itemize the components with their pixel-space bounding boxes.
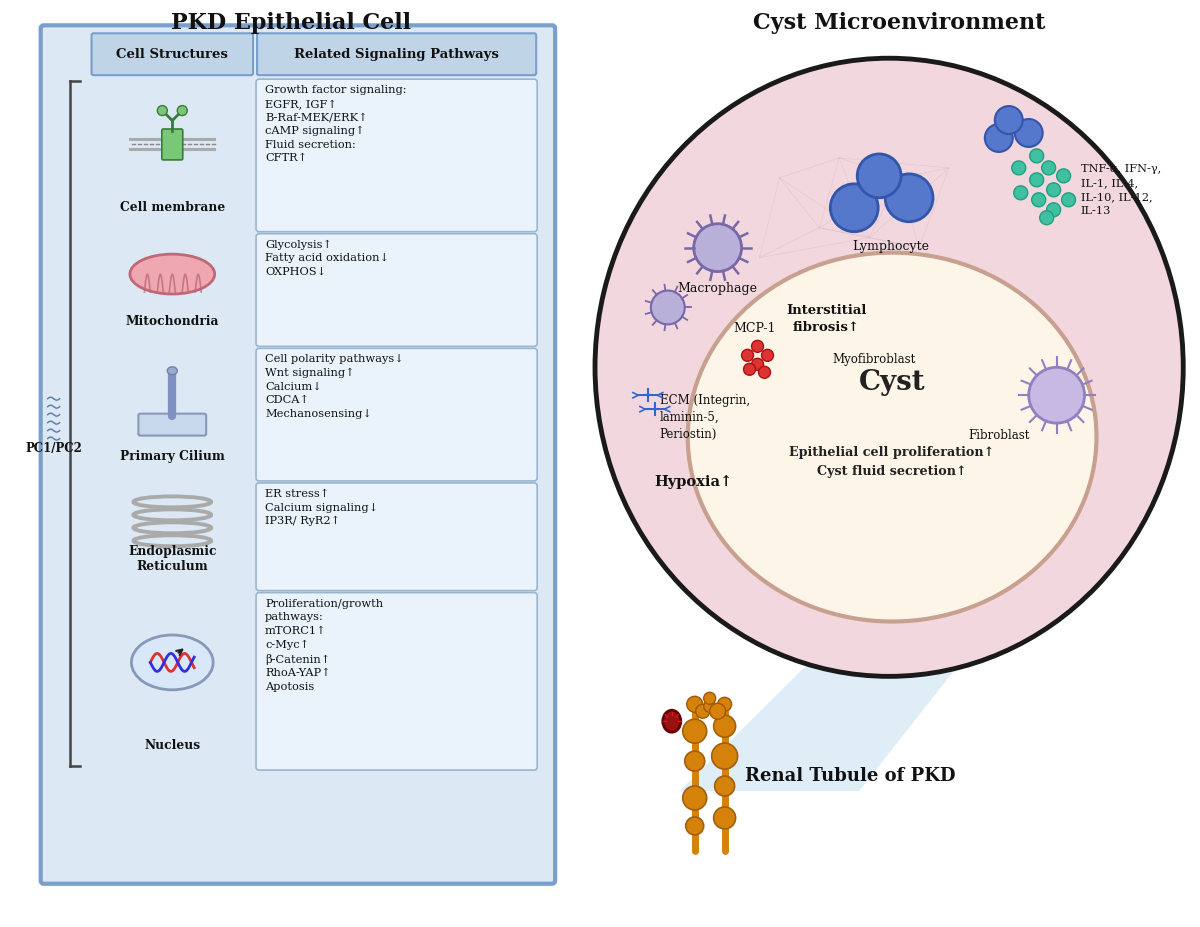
Circle shape — [1032, 193, 1045, 207]
Text: Fibroblast: Fibroblast — [968, 428, 1030, 441]
Circle shape — [751, 359, 763, 370]
Ellipse shape — [662, 710, 680, 732]
Circle shape — [715, 776, 734, 796]
Circle shape — [683, 786, 707, 810]
Circle shape — [762, 349, 774, 362]
Circle shape — [714, 807, 736, 829]
Text: Cell polarity pathways↓
Wnt signaling↑
Calcium↓
CDCA↑
Mechanosensing↓: Cell polarity pathways↓ Wnt signaling↑ C… — [265, 354, 403, 419]
FancyBboxPatch shape — [256, 349, 538, 481]
Circle shape — [1057, 169, 1070, 183]
FancyBboxPatch shape — [257, 33, 536, 75]
Ellipse shape — [167, 367, 178, 375]
Text: PKD Epithelial Cell: PKD Epithelial Cell — [170, 12, 410, 34]
Text: Nucleus: Nucleus — [144, 739, 200, 752]
Circle shape — [1062, 193, 1075, 207]
Circle shape — [1039, 210, 1054, 224]
Text: Glycolysis↑
Fatty acid oxidation↓
OXPHOS↓: Glycolysis↑ Fatty acid oxidation↓ OXPHOS… — [265, 240, 389, 277]
Circle shape — [1030, 172, 1044, 187]
Text: Hypoxia↑: Hypoxia↑ — [655, 475, 733, 489]
Text: Primary Cilium: Primary Cilium — [120, 450, 224, 463]
Text: Epithelial cell proliferation↑
Cyst fluid secretion↑: Epithelial cell proliferation↑ Cyst flui… — [790, 446, 995, 478]
Text: Cell Structures: Cell Structures — [116, 47, 228, 61]
Text: ER stress↑
Calcium signaling↓
IP3R/ RyR2↑: ER stress↑ Calcium signaling↓ IP3R/ RyR2… — [265, 489, 378, 527]
Circle shape — [1015, 119, 1043, 147]
Text: Renal Tubule of PKD: Renal Tubule of PKD — [744, 767, 955, 785]
FancyBboxPatch shape — [162, 129, 182, 160]
Circle shape — [712, 743, 738, 769]
Circle shape — [1012, 161, 1026, 175]
Text: Cyst Microenvironment: Cyst Microenvironment — [752, 12, 1045, 34]
Text: Interstitial
fibrosis↑: Interstitial fibrosis↑ — [786, 304, 866, 335]
Circle shape — [703, 700, 715, 712]
Circle shape — [650, 290, 685, 324]
Circle shape — [709, 704, 726, 719]
Text: TNF-α, IFN-γ,
IL-1, IL-4,
IL-10, IL-12,
IL-13: TNF-α, IFN-γ, IL-1, IL-4, IL-10, IL-12, … — [1080, 164, 1160, 216]
Circle shape — [1046, 203, 1061, 217]
Circle shape — [703, 692, 715, 705]
FancyBboxPatch shape — [256, 483, 538, 590]
Text: Related Signaling Pathways: Related Signaling Pathways — [294, 47, 499, 61]
FancyBboxPatch shape — [256, 592, 538, 770]
Circle shape — [696, 705, 709, 718]
Text: MCP-1: MCP-1 — [733, 323, 775, 336]
Circle shape — [744, 363, 756, 375]
Circle shape — [714, 716, 736, 737]
FancyBboxPatch shape — [91, 33, 253, 75]
Text: Lymphocyte: Lymphocyte — [853, 240, 930, 253]
Circle shape — [742, 349, 754, 362]
Text: PC1/PC2: PC1/PC2 — [25, 442, 82, 455]
Circle shape — [758, 366, 770, 378]
Ellipse shape — [130, 254, 215, 294]
Ellipse shape — [595, 58, 1183, 677]
Circle shape — [886, 174, 932, 222]
Circle shape — [857, 154, 901, 197]
FancyBboxPatch shape — [256, 234, 538, 347]
Circle shape — [830, 184, 878, 232]
Text: Proliferation/growth
pathways:
mTORC1↑
c-Myc↑
β-Catenin↑
RhoA-YAP↑
Apotosis: Proliferation/growth pathways: mTORC1↑ c… — [265, 599, 383, 692]
Circle shape — [178, 106, 187, 116]
Circle shape — [1046, 183, 1061, 197]
Text: Cyst: Cyst — [859, 369, 925, 396]
Circle shape — [985, 124, 1013, 152]
Text: Macrophage: Macrophage — [678, 282, 757, 295]
Circle shape — [1030, 149, 1044, 163]
Circle shape — [685, 751, 704, 771]
Circle shape — [718, 697, 732, 711]
Polygon shape — [679, 665, 959, 791]
Circle shape — [1014, 185, 1027, 200]
Circle shape — [157, 106, 167, 116]
Text: Mitochondria: Mitochondria — [126, 315, 220, 328]
Circle shape — [694, 223, 742, 272]
FancyBboxPatch shape — [41, 25, 556, 883]
Text: ECM (Integrin,
laminin-5,
Periostin): ECM (Integrin, laminin-5, Periostin) — [660, 394, 750, 440]
Text: Growth factor signaling:
EGFR, IGF↑
B-Raf-MEK/ERK↑
cAMP signaling↑
Fluid secreti: Growth factor signaling: EGFR, IGF↑ B-Ra… — [265, 85, 407, 163]
Ellipse shape — [132, 635, 214, 690]
FancyBboxPatch shape — [256, 79, 538, 232]
Circle shape — [686, 696, 703, 712]
Circle shape — [995, 106, 1022, 134]
Text: Cell membrane: Cell membrane — [120, 201, 224, 214]
Text: Endoplasmic
Reticulum: Endoplasmic Reticulum — [128, 545, 216, 573]
FancyBboxPatch shape — [138, 413, 206, 436]
Text: Myofibroblast: Myofibroblast — [833, 353, 916, 366]
Circle shape — [751, 340, 763, 352]
Circle shape — [685, 817, 703, 835]
Circle shape — [1042, 161, 1056, 175]
Circle shape — [683, 719, 707, 743]
Ellipse shape — [688, 253, 1097, 621]
Circle shape — [1028, 367, 1085, 423]
